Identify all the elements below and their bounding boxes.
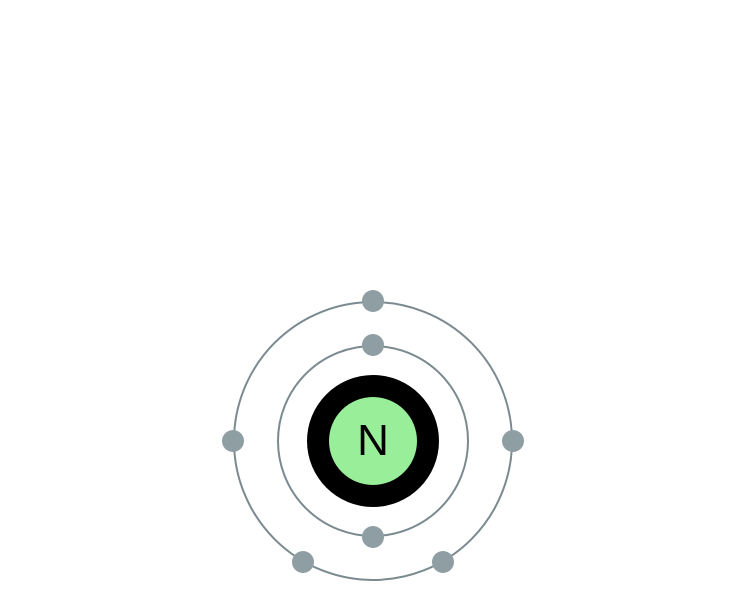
electron [432,551,454,573]
nucleus: N [329,397,417,485]
electron [292,551,314,573]
electron [362,290,384,312]
electron [502,430,524,452]
electron [222,430,244,452]
atom-diagram: N [0,0,750,606]
electron [362,334,384,356]
electron [362,526,384,548]
element-symbol: N [357,419,389,463]
